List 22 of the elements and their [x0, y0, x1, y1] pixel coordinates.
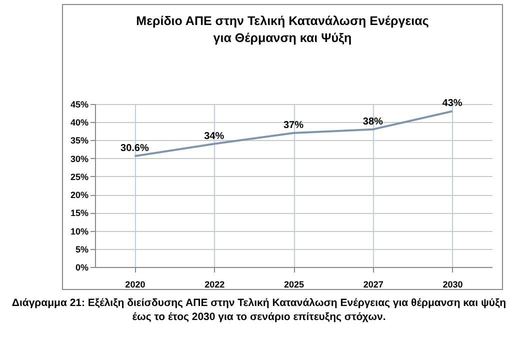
chart-title: Μερίδιο ΑΠΕ στην Τελική Κατανάλωση Ενέργειας για Θέρμανση και Ψύξη — [135, 13, 430, 47]
y-tick-label: 25% — [70, 172, 88, 182]
y-tick-label: 15% — [70, 208, 88, 218]
y-tick-label: 45% — [70, 100, 88, 110]
data-label: 38% — [362, 116, 384, 128]
y-tick-label: 20% — [70, 190, 88, 200]
y-tick-label: 35% — [70, 136, 88, 146]
y-tick-label: 30% — [70, 154, 88, 164]
y-tick-label: 40% — [70, 118, 88, 128]
x-tick-label: 2027 — [363, 280, 384, 290]
data-label: 30.6% — [120, 143, 149, 154]
text: Διάγραμμα 21: Εξέλιξη διείσδυσης ΑΠΕ στην Τελική Κατανάλωση Ενέργειας για θέρμανση και ψύξη έως το έτος 2030 για το σενάριο επίτευξης στόχων. — [10, 296, 508, 324]
data-label: 43% — [442, 98, 462, 110]
x-tick-label: 2030 — [442, 280, 463, 290]
data-label: 34% — [204, 130, 224, 142]
x-tick-label: 2020 — [125, 280, 146, 290]
y-tick-label: 5% — [75, 244, 88, 254]
x-tick-label: 2022 — [204, 280, 225, 290]
data-label: 37% — [283, 120, 304, 131]
y-tick-label: 0% — [75, 262, 88, 272]
x-tick-label: 2025 — [284, 280, 304, 290]
y-tick-label: 10% — [70, 226, 88, 236]
